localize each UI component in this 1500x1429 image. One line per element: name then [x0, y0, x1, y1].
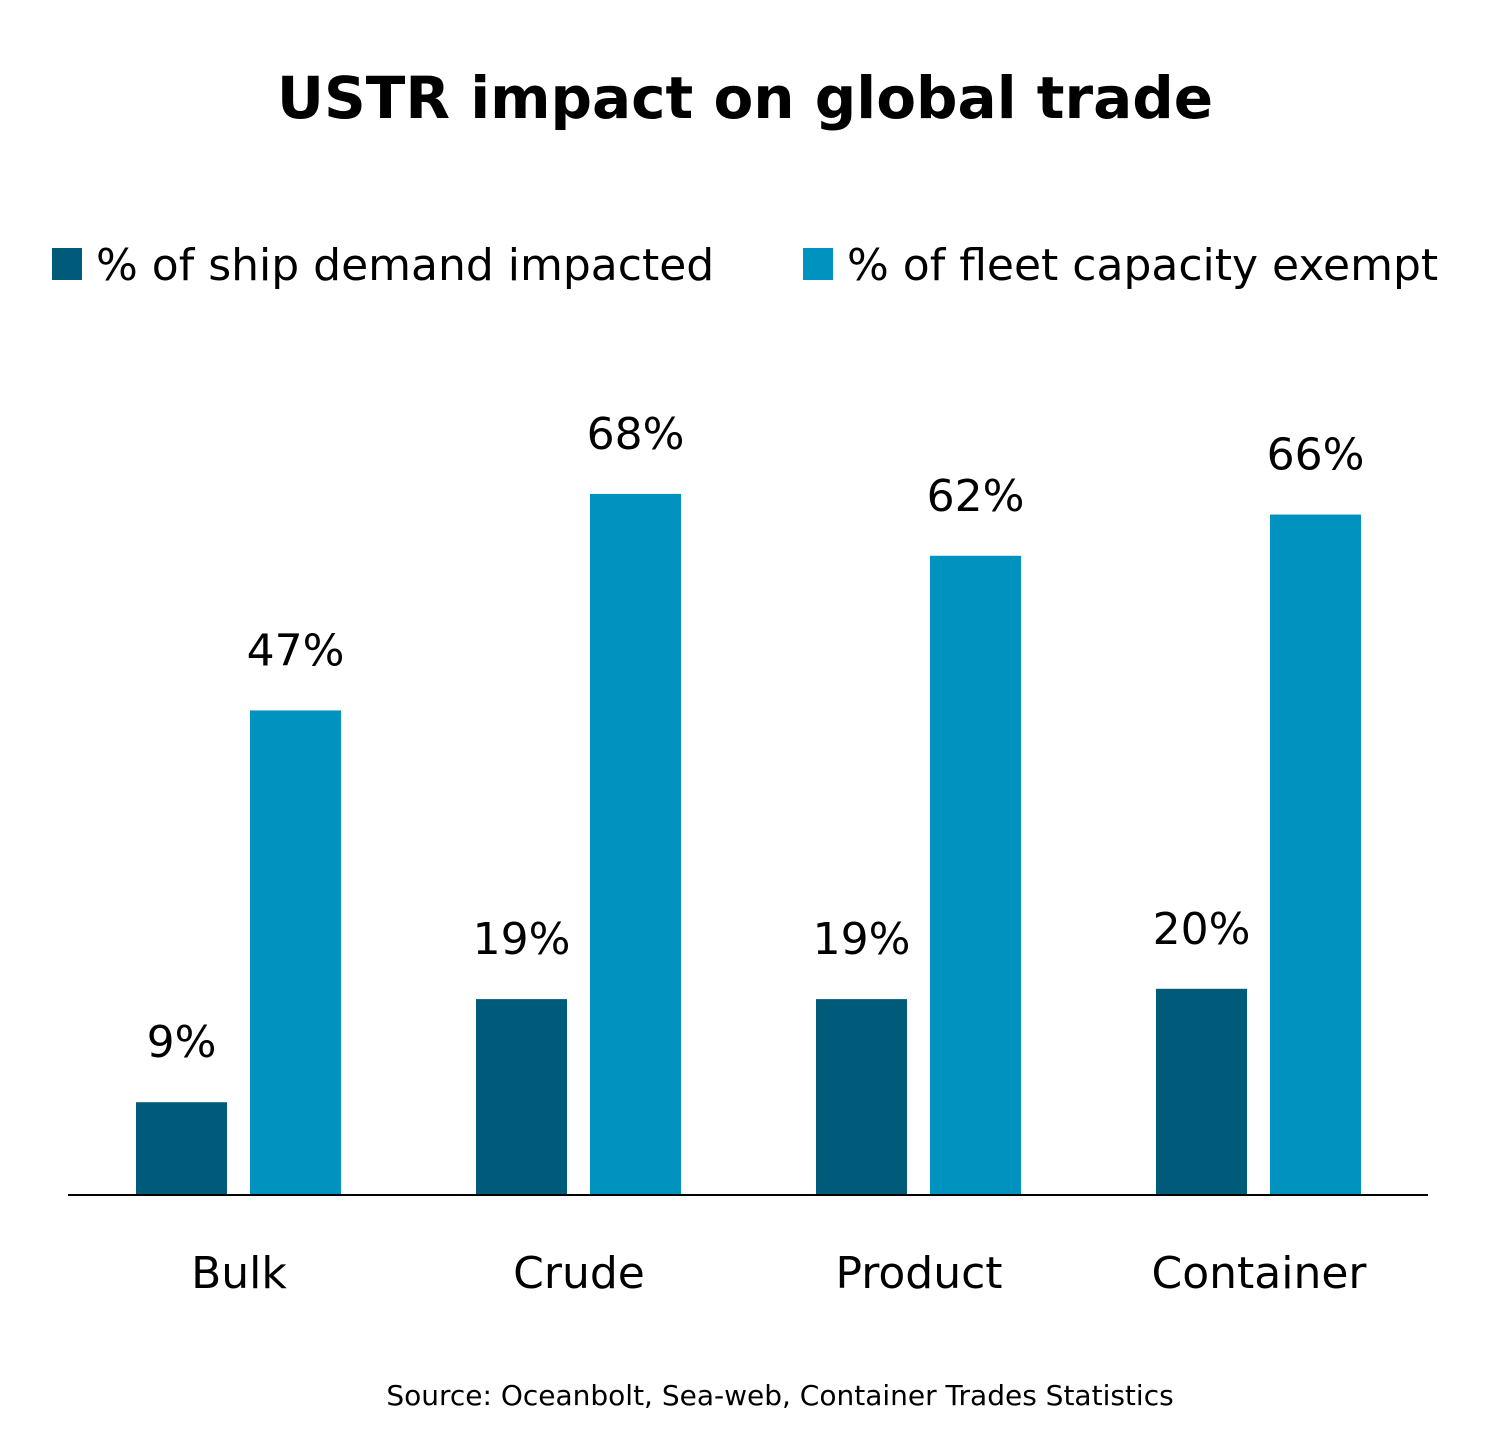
bar-product-series-2	[930, 555, 1021, 1195]
data-label: 47%	[247, 625, 345, 676]
legend: % of ship demand impacted % of fleet capa…	[52, 240, 1438, 291]
bars: 9% 47% 19% 68% 19% 62% 20% 66%	[136, 409, 1364, 1195]
legend-swatch	[52, 248, 82, 280]
source-note: Source: Oceanbolt, Sea-web, Container Tr…	[386, 1379, 1173, 1412]
bar-container-series-1	[1156, 988, 1247, 1195]
data-label: 20%	[1153, 904, 1251, 955]
data-label: 19%	[473, 914, 571, 965]
legend-label: % of fleet capacity exempt	[847, 240, 1438, 291]
bar-product-series-1	[816, 999, 907, 1195]
category-label: Crude	[513, 1248, 645, 1299]
data-label: 68%	[587, 409, 685, 460]
bar-bulk-series-2	[250, 710, 341, 1195]
data-label: 9%	[147, 1017, 217, 1068]
bar-bulk-series-1	[136, 1102, 227, 1195]
data-label: 66%	[1267, 430, 1365, 481]
bar-crude-series-2	[590, 493, 681, 1195]
bar-container-series-2	[1270, 514, 1361, 1195]
category-labels: Bulk Crude Product Container	[191, 1248, 1367, 1299]
category-label: Product	[835, 1248, 1002, 1299]
legend-swatch	[803, 248, 833, 280]
category-label: Container	[1151, 1248, 1367, 1299]
chart-title: USTR impact on global trade	[277, 64, 1213, 132]
category-label: Bulk	[191, 1248, 287, 1299]
data-label: 62%	[927, 471, 1025, 522]
legend-label: % of ship demand impacted	[96, 240, 714, 291]
data-label: 19%	[813, 914, 911, 965]
bar-crude-series-1	[476, 999, 567, 1195]
